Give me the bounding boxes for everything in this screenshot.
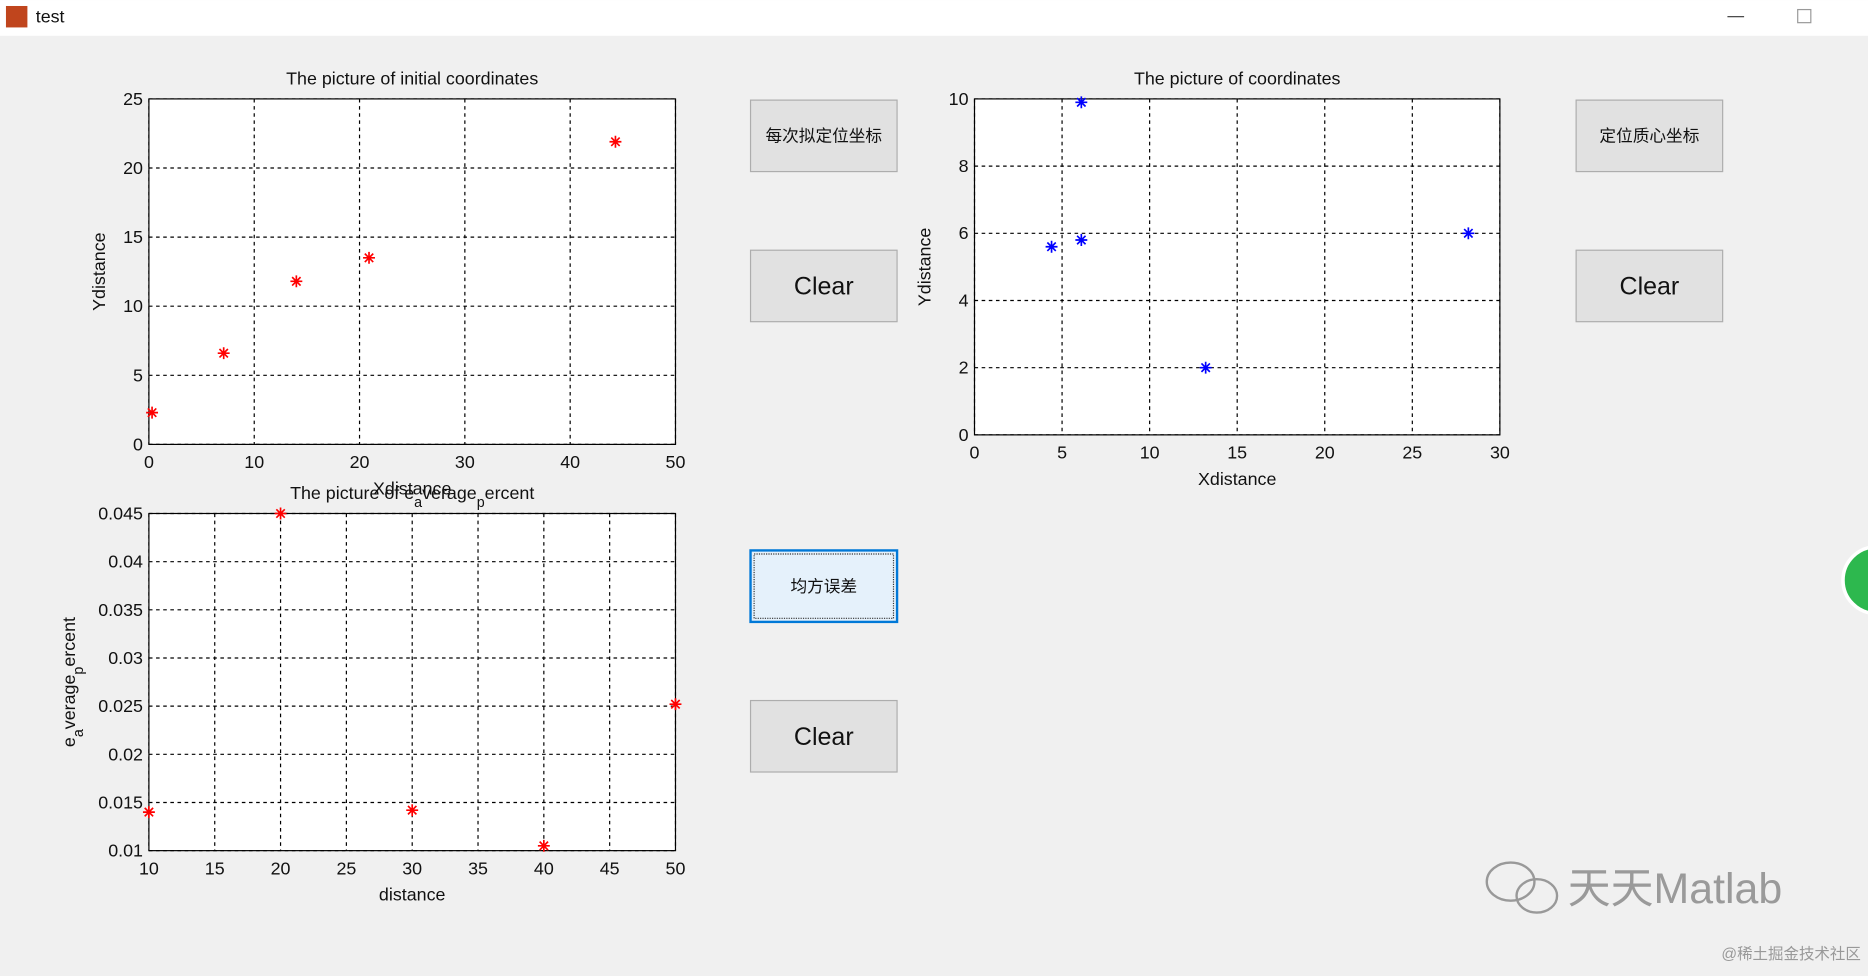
chart-title: The picture of coordinates	[1134, 69, 1341, 89]
x-tick-label: 30	[402, 858, 422, 878]
title-bar	[0, 0, 1868, 36]
point	[274, 507, 287, 520]
wechat-icon	[1485, 861, 1559, 914]
x-tick-label: 20	[271, 858, 291, 878]
button[interactable]	[1575, 249, 1724, 323]
axes-box	[148, 98, 677, 445]
y-tick-label: 0.015	[98, 792, 143, 812]
window-title: test	[36, 7, 65, 27]
button[interactable]	[749, 699, 898, 773]
x-tick-label: 25	[336, 858, 356, 878]
button[interactable]	[749, 549, 899, 624]
point	[609, 135, 622, 148]
point	[1199, 361, 1212, 374]
y-tick-label: 20	[123, 158, 143, 178]
app-icon	[5, 5, 28, 28]
y-tick-label: 6	[959, 223, 969, 243]
point	[217, 347, 230, 360]
x-tick-label: 0	[970, 443, 980, 463]
y-tick-label: 0	[959, 425, 969, 445]
x-tick-label: 30	[1490, 443, 1510, 463]
button-label[interactable]: Clear	[794, 273, 854, 301]
y-tick-label: 0.01	[108, 841, 143, 861]
focus-ring	[753, 553, 895, 619]
point	[1075, 234, 1088, 246]
y-tick-label: 0.025	[98, 696, 143, 716]
x-tick-label: 5	[1057, 443, 1067, 463]
y-tick-label: 8	[959, 156, 969, 176]
y-tick-label: 0.03	[108, 648, 143, 668]
x-tick-label: 45	[600, 858, 620, 878]
x-tick-label: 30	[455, 452, 475, 472]
y-tick-label: 15	[123, 227, 143, 247]
point	[146, 406, 159, 419]
x-axis-label: Xdistance	[1198, 469, 1276, 489]
button[interactable]	[749, 99, 898, 173]
plot-area	[148, 98, 676, 445]
y-tick-label: 0	[133, 434, 143, 454]
x-tick-label: 10	[244, 452, 264, 472]
y-axis-label: Ydistance	[914, 228, 934, 306]
y-axis-label: Ydistance	[89, 232, 109, 310]
x-tick-label: 40	[560, 452, 580, 472]
y-tick-label: 10	[949, 89, 969, 109]
point	[1075, 96, 1088, 109]
y-tick-label: 0.035	[98, 600, 143, 620]
watermark-site: @稀土掘金技术社区	[1721, 945, 1860, 963]
point	[406, 804, 419, 817]
x-tick-label: 50	[666, 858, 686, 878]
y-tick-label: 25	[123, 89, 143, 109]
button-label[interactable]: 每次拟定位坐标	[766, 127, 883, 146]
x-tick-label: 20	[1315, 443, 1335, 463]
point	[1462, 227, 1475, 240]
x-tick-label: 15	[1227, 443, 1247, 463]
point	[363, 251, 375, 264]
point	[1045, 240, 1058, 253]
y-tick-label: 5	[133, 365, 143, 385]
maximize[interactable]	[1797, 8, 1812, 24]
y-tick-label: 0.045	[98, 503, 143, 523]
x-tick-label: 0	[144, 452, 154, 472]
y-axis-label: eaveragepercent	[59, 617, 87, 747]
button[interactable]	[749, 249, 898, 323]
x-tick-label: 25	[1402, 443, 1422, 463]
y-tick-label: 10	[123, 296, 143, 316]
point	[290, 275, 303, 288]
y-tick-label: 2	[959, 358, 969, 378]
floating-badge[interactable]	[1841, 546, 1868, 615]
y-tick-label: 4	[959, 290, 969, 310]
x-tick-label: 50	[666, 452, 686, 472]
x-tick-label: 15	[205, 858, 225, 878]
x-tick-label: 10	[139, 858, 159, 878]
watermark-brand: 天天Matlab	[1568, 865, 1782, 913]
button-label[interactable]: 均方误差	[790, 577, 857, 596]
x-axis-label: distance	[379, 885, 446, 905]
x-tick-label: 10	[1140, 443, 1160, 463]
point	[142, 806, 155, 819]
axes-box	[148, 512, 677, 852]
button-label[interactable]: Clear	[1620, 273, 1680, 301]
axes-box	[973, 98, 1501, 436]
chart-title: The picture of initial coordinates	[286, 69, 538, 89]
y-tick-label: 0.04	[108, 552, 143, 572]
x-tick-label: 35	[468, 858, 488, 878]
point	[669, 698, 682, 711]
button-label[interactable]: 定位质心坐标	[1599, 127, 1699, 146]
y-tick-label: 0.02	[108, 744, 143, 764]
point	[537, 839, 550, 852]
x-axis-label: Xdistance	[373, 478, 451, 498]
button-label[interactable]: Clear	[794, 723, 854, 751]
button[interactable]	[1575, 99, 1724, 173]
x-tick-label: 40	[534, 858, 554, 878]
x-tick-label: 20	[350, 452, 370, 472]
chart-title: The picture of eaveragepercent	[290, 483, 534, 511]
